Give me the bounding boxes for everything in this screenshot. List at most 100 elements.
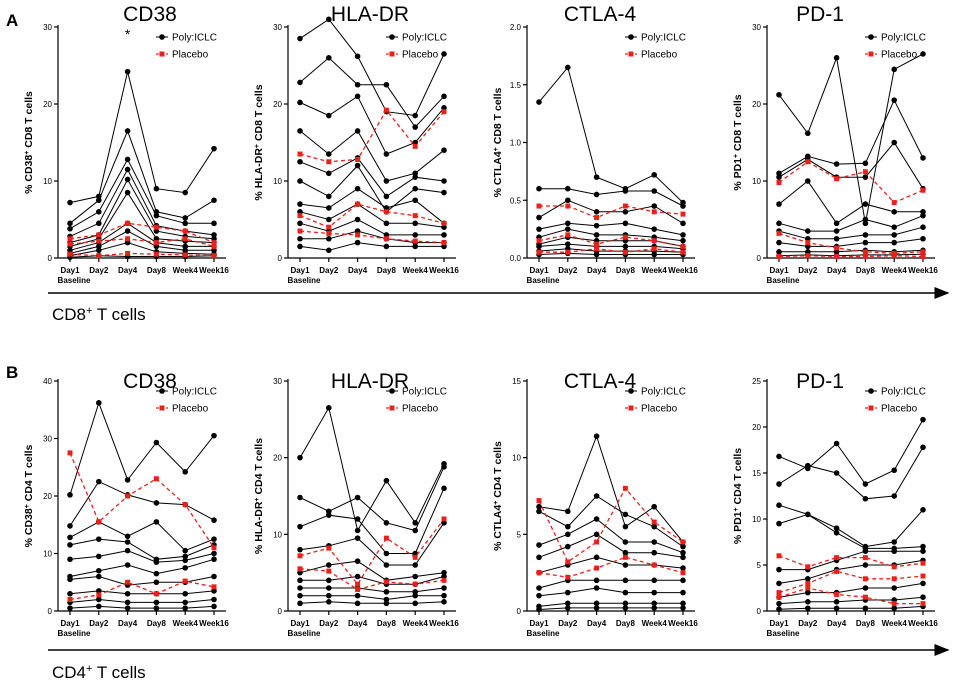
poly-iclc-point xyxy=(622,562,629,568)
poly-iclc-point xyxy=(67,590,73,597)
x-tick-label: Day8 xyxy=(856,266,876,275)
poly-iclc-point xyxy=(354,53,361,60)
poly-iclc-point xyxy=(354,516,361,522)
poly-iclc-point xyxy=(412,197,419,204)
poly-iclc-series-line xyxy=(299,560,445,581)
legend-poly-marker xyxy=(868,34,874,40)
poly-iclc-series-line xyxy=(538,518,684,554)
placebo-point xyxy=(891,564,897,570)
poly-iclc-point xyxy=(153,500,160,506)
poly-iclc-series-line xyxy=(69,191,215,247)
poly-iclc-point xyxy=(297,585,303,591)
y-axis-label: % CD38+ CD4 T cells xyxy=(23,444,35,547)
chart-a-ctla-4: CTLA-4 0.0 0.5 1.0 1.5 2.0 % CTLA4+ CD8 T cell… xyxy=(492,3,698,285)
poly-iclc-point xyxy=(680,549,686,556)
poly-iclc-point xyxy=(622,243,629,250)
x-tick-label: Day1 xyxy=(529,266,549,275)
x-tick-label: Day4 xyxy=(348,619,368,628)
poly-iclc-point xyxy=(412,185,419,192)
poly-iclc-point xyxy=(833,525,840,531)
poly-iclc-series-line xyxy=(299,188,445,224)
poly-iclc-point xyxy=(920,155,926,161)
poly-iclc-point xyxy=(354,573,361,580)
poly-iclc-series-line xyxy=(69,521,215,552)
poly-iclc-point xyxy=(536,214,542,221)
significance-annotation: * xyxy=(125,26,131,42)
poly-iclc-point xyxy=(565,589,571,596)
poly-iclc-point xyxy=(96,603,102,610)
placebo-point xyxy=(412,581,418,587)
y-axis-label: % HLA-DR+ CD8 T cells xyxy=(253,84,265,200)
poly-iclc-point xyxy=(383,520,390,526)
placebo-point xyxy=(834,591,840,597)
poly-iclc-series-line xyxy=(69,598,215,603)
poly-iclc-point xyxy=(805,589,811,596)
poly-iclc-point xyxy=(622,577,629,584)
poly-iclc-point xyxy=(920,51,926,57)
poly-iclc-point xyxy=(297,128,303,134)
baseline-label: Baseline xyxy=(58,276,91,285)
poly-iclc-point xyxy=(441,569,447,576)
poly-iclc-series-line xyxy=(69,168,215,237)
chart-a-hla-dr: HLA-DR 0 10 20 30 % HLA-DR+ CD8 T cells Day1 Da… xyxy=(253,3,459,285)
placebo-point xyxy=(297,566,303,572)
poly-iclc-point xyxy=(124,68,131,75)
placebo-point xyxy=(920,601,926,607)
poly-iclc-point xyxy=(354,128,361,134)
poly-iclc-series-line xyxy=(299,242,444,251)
legend-placebo-marker xyxy=(868,405,874,411)
poly-iclc-point xyxy=(67,534,73,541)
poly-iclc-point xyxy=(326,577,332,584)
x-tick-label: Day8 xyxy=(147,619,167,628)
poly-iclc-point xyxy=(182,189,188,196)
poly-iclc-point xyxy=(920,580,926,587)
poly-iclc-point xyxy=(124,562,131,568)
baseline-label: Baseline xyxy=(288,276,321,285)
legend-poly-label: Poly:ICLC xyxy=(402,387,447,398)
placebo-series-line xyxy=(69,222,215,244)
poly-iclc-point xyxy=(536,99,542,105)
placebo-series-line xyxy=(538,234,684,248)
y-axis-label: % HLA-DR+ CD4 T cells xyxy=(253,438,265,554)
poly-iclc-series-line xyxy=(69,158,214,230)
poly-iclc-point xyxy=(680,577,686,584)
poly-iclc-point xyxy=(326,512,332,518)
legend-placebo-label: Placebo xyxy=(881,404,918,415)
poly-iclc-point xyxy=(326,247,332,254)
poly-iclc-series-line xyxy=(299,95,445,155)
poly-iclc-point xyxy=(441,93,447,100)
poly-iclc-point xyxy=(622,549,629,556)
poly-iclc-point xyxy=(326,151,332,157)
poly-iclc-point xyxy=(153,599,160,606)
placebo-point xyxy=(412,554,418,560)
y-tick-label: 5 xyxy=(757,561,762,570)
x-tick-label: Week16 xyxy=(429,619,459,628)
poly-iclc-point xyxy=(211,517,217,523)
poly-iclc-point xyxy=(891,232,897,238)
x-tick-label: Day2 xyxy=(798,266,818,275)
x-tick-label: Week4 xyxy=(173,619,199,628)
y-tick-label: 30 xyxy=(273,23,282,32)
chart-title: PD-1 xyxy=(796,3,844,26)
poly-iclc-point xyxy=(354,239,361,246)
poly-iclc-point xyxy=(536,606,542,613)
poly-iclc-point xyxy=(124,590,131,597)
poly-iclc-point xyxy=(211,232,217,238)
legend-placebo-marker xyxy=(159,405,165,411)
poly-iclc-point xyxy=(565,220,571,227)
poly-iclc-point xyxy=(383,243,390,250)
x-tick-label: Day8 xyxy=(616,266,636,275)
x-tick-label: Day8 xyxy=(616,619,636,628)
poly-iclc-series-line xyxy=(778,446,924,500)
legend-poly-label: Poly:ICLC xyxy=(881,33,926,44)
poly-iclc-point xyxy=(891,239,897,246)
poly-iclc-point xyxy=(862,548,869,554)
poly-iclc-point xyxy=(354,527,361,534)
poly-iclc-point xyxy=(593,600,600,607)
poly-iclc-point xyxy=(297,523,303,530)
poly-iclc-point xyxy=(383,178,390,184)
placebo-point xyxy=(383,579,389,585)
legend-placebo-marker xyxy=(628,405,634,411)
y-tick-label: 10 xyxy=(43,177,52,186)
poly-iclc-point xyxy=(565,508,571,515)
